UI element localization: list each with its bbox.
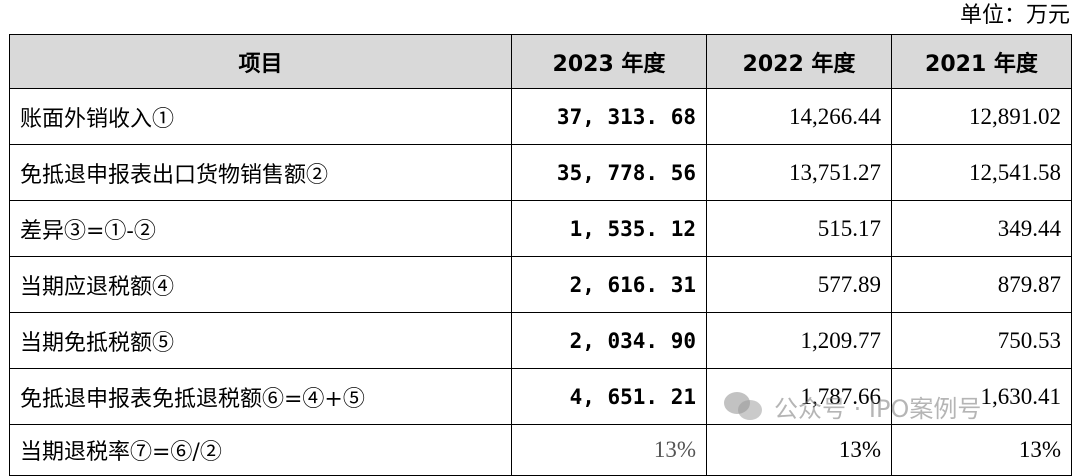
cell-2022: 515.17 [706,200,892,257]
cell-2023: 4, 651. 21 [511,368,707,425]
cell-2023: 37, 313. 68 [511,88,707,145]
cell-2022: 14,266.44 [706,88,892,145]
table-row: 当期免抵税额⑤ 2, 034. 90 1,209.77 750.53 [9,312,1072,369]
row-label: 当期应退税额④ [9,256,512,313]
cell-2022: 1,787.66 [706,368,892,425]
table-row: 当期退税率⑦=⑥/② 13% 13% 13% [9,424,1072,476]
cell-2023: 1, 535. 12 [511,200,707,257]
cell-2021: 349.44 [891,200,1072,257]
cell-2023: 13% [511,424,707,476]
table-row: 免抵退申报表免抵退税额⑥=④+⑤ 4, 651. 21 1,787.66 1,6… [9,368,1072,425]
cell-2021: 12,541.58 [891,144,1072,201]
row-label: 账面外销收入① [9,88,512,145]
header-2022: 2022 年度 [706,34,892,89]
table-row: 差异③=①-② 1, 535. 12 515.17 349.44 [9,200,1072,257]
cell-2022: 13% [706,424,892,476]
table-row: 免抵退申报表出口货物销售额② 35, 778. 56 13,751.27 12,… [9,144,1072,201]
unit-label: 单位：万元 [959,3,1070,28]
cell-2022: 577.89 [706,256,892,313]
cell-2021: 1,630.41 [891,368,1072,425]
header-item: 项目 [9,34,512,89]
cell-2021: 879.87 [891,256,1072,313]
table-row: 账面外销收入① 37, 313. 68 14,266.44 12,891.02 [9,88,1072,145]
header-2023: 2023 年度 [511,34,707,89]
row-label: 差异③=①-② [9,200,512,257]
row-label: 免抵退申报表免抵退税额⑥=④+⑤ [9,368,512,425]
table-row: 当期应退税额④ 2, 616. 31 577.89 879.87 [9,256,1072,313]
row-label: 当期免抵税额⑤ [9,312,512,369]
cell-2023: 2, 034. 90 [511,312,707,369]
cell-2021: 13% [891,424,1072,476]
row-label: 免抵退申报表出口货物销售额② [9,144,512,201]
cell-2022: 13,751.27 [706,144,892,201]
table-header-row: 项目 2023 年度 2022 年度 2021 年度 [9,34,1072,89]
cell-2023: 2, 616. 31 [511,256,707,313]
row-label: 当期退税率⑦=⑥/② [9,424,512,476]
cell-2023: 35, 778. 56 [511,144,707,201]
header-2021: 2021 年度 [891,34,1072,89]
cell-2021: 750.53 [891,312,1072,369]
cell-2021: 12,891.02 [891,88,1072,145]
tax-refund-table: 项目 2023 年度 2022 年度 2021 年度 账面外销收入① 37, 3… [9,34,1072,476]
cell-2022: 1,209.77 [706,312,892,369]
